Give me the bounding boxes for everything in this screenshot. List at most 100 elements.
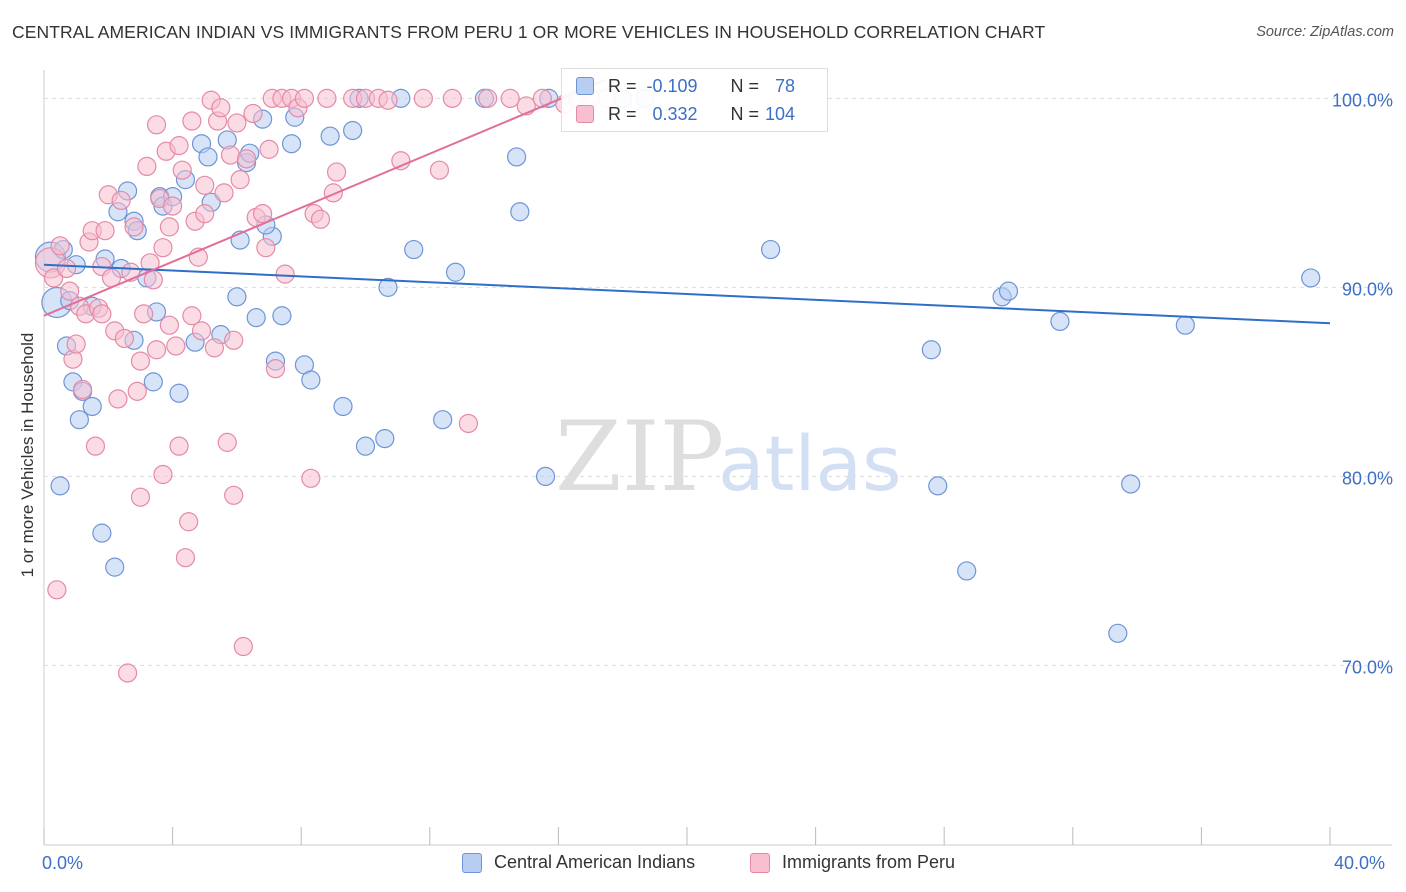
data-point (433, 410, 453, 430)
data-point (146, 115, 167, 135)
data-point (50, 476, 70, 496)
series-legend: Central American Indians Immigrants from… (0, 852, 1406, 876)
data-point (1121, 474, 1141, 494)
watermark-atlas: atlas (718, 419, 902, 508)
y-tick-label: 80.0% (1342, 468, 1393, 488)
data-point (236, 149, 257, 169)
data-point (182, 306, 202, 326)
data-point (175, 548, 196, 568)
y-axis-label: 1 or more Vehicles in Household (18, 332, 37, 578)
data-point (326, 162, 347, 182)
data-point (143, 372, 163, 392)
data-point (127, 381, 147, 401)
series-immigrants-from-peru (34, 88, 617, 683)
series-central-american-indians (34, 88, 1321, 643)
data-point (195, 204, 215, 224)
data-point (69, 410, 89, 430)
data-point (204, 338, 224, 358)
legend-pink-r-value: 0.332 (652, 103, 698, 124)
legend-item-central-american-indians[interactable]: Central American Indians (462, 852, 695, 873)
legend-item-immigrants-from-peru[interactable]: Immigrants from Peru (750, 852, 955, 873)
data-point (182, 111, 202, 131)
data-point (66, 334, 86, 354)
data-point (217, 432, 237, 452)
data-point (333, 396, 353, 417)
data-point (224, 485, 244, 505)
legend-label-immigrants-from-peru: Immigrants from Peru (782, 852, 956, 872)
trend-lines (43, 78, 1331, 325)
data-point (60, 281, 80, 301)
chart-title: CENTRAL AMERICAN INDIAN VS IMMIGRANTS FR… (12, 22, 1046, 42)
data-point (259, 139, 279, 159)
data-point (535, 466, 556, 487)
data-point (169, 436, 189, 456)
data-point (272, 306, 292, 326)
x-max-label: 40.0% (1334, 853, 1386, 873)
legend-pink-n-label: N = (730, 103, 760, 124)
data-point (233, 636, 253, 657)
data-point (117, 663, 138, 683)
data-point (281, 134, 302, 154)
legend-row-pink: R = 0.332 N = 104 (576, 101, 795, 127)
data-point (134, 304, 154, 324)
data-point (153, 238, 173, 258)
watermark: ZIP atlas (555, 401, 902, 513)
data-point (246, 308, 266, 328)
watermark-zip: ZIP (555, 401, 724, 513)
data-point (130, 487, 151, 507)
data-point (478, 88, 498, 108)
data-point (458, 413, 478, 434)
data-point (275, 264, 295, 284)
data-point (108, 389, 128, 409)
data-point (169, 383, 189, 403)
data-point (159, 217, 179, 237)
data-point (265, 359, 286, 379)
data-point (957, 561, 977, 581)
data-point (130, 351, 151, 371)
data-point (50, 236, 70, 256)
data-point (413, 88, 433, 108)
data-point (230, 170, 250, 190)
legend-swatch-central-american-indians (462, 852, 482, 873)
data-point (445, 262, 466, 282)
data-point (92, 523, 112, 543)
data-point (227, 113, 247, 133)
data-point (220, 145, 241, 165)
data-point (44, 268, 64, 288)
data-point (137, 156, 157, 177)
data-point (85, 436, 106, 456)
legend-blue-r-value: -0.109 (646, 75, 698, 96)
data-point (72, 379, 93, 400)
data-point (114, 328, 134, 349)
data-point (124, 217, 144, 237)
data-point (56, 258, 77, 279)
data-point (301, 468, 321, 488)
y-tick-label: 90.0% (1342, 279, 1393, 299)
data-point (169, 136, 189, 156)
legend-row-blue: R = -0.109 N = 78 (576, 73, 795, 99)
legend-swatch-blue (576, 77, 594, 95)
data-point (1108, 623, 1128, 643)
data-point (179, 512, 199, 532)
legend-pink-r-label: R = (608, 103, 637, 124)
data-point (172, 160, 192, 180)
data-point (500, 88, 520, 108)
data-point (111, 190, 131, 211)
data-point (159, 315, 179, 335)
legend-pink-n-value: 104 (765, 103, 796, 124)
data-point (224, 330, 244, 350)
data-point (92, 304, 112, 324)
data-point (294, 88, 315, 108)
data-point (153, 464, 173, 485)
stats-legend: R = -0.109 N = 78 R = 0.332 N = 104 (561, 68, 828, 132)
data-point (760, 239, 781, 260)
data-point (146, 340, 167, 360)
source-label: Source: ZipAtlas.com (1256, 24, 1394, 40)
data-point (375, 428, 395, 449)
data-point (1050, 311, 1070, 332)
data-point (998, 281, 1019, 301)
data-point (301, 370, 321, 390)
data-point (429, 160, 450, 180)
data-point (227, 287, 247, 307)
